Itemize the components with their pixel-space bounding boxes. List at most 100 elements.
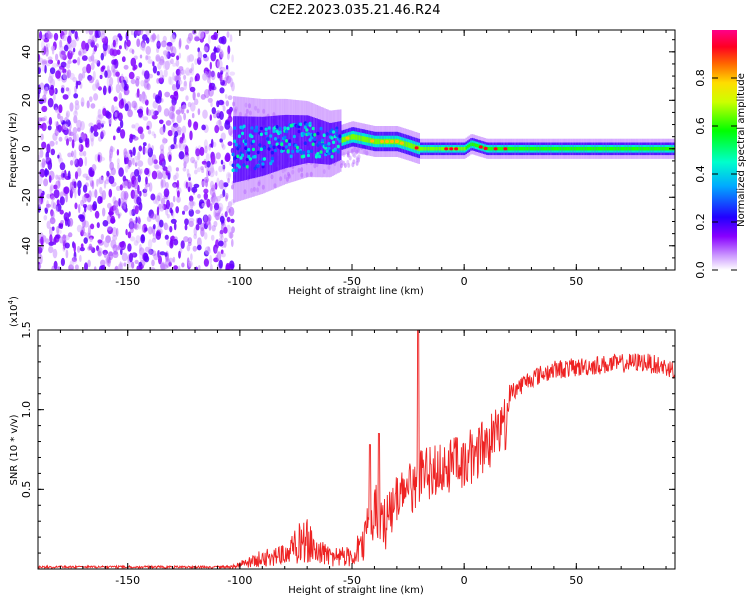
- heat-cell: [91, 52, 95, 63]
- heat-cell: [270, 159, 274, 163]
- heat-cell: [225, 262, 231, 270]
- heat-cell: [211, 225, 216, 232]
- heat-cell: [172, 72, 175, 81]
- heat-cell: [65, 63, 71, 69]
- heat-cell: [210, 34, 217, 40]
- heat-cell: [159, 69, 164, 79]
- heat-cell: [614, 147, 617, 151]
- heat-cell: [50, 195, 56, 201]
- heat-cell: [188, 195, 194, 202]
- heat-cell: [42, 60, 47, 66]
- heat-cell: [141, 224, 144, 233]
- heat-cell: [119, 184, 123, 191]
- heat-cell: [148, 182, 153, 192]
- heat-cell: [68, 217, 74, 227]
- heat-cell: [48, 175, 52, 183]
- heat-cell: [131, 252, 138, 258]
- heat-cell: [305, 122, 309, 127]
- heat-cell: [96, 222, 100, 229]
- heat-cell: [284, 129, 289, 134]
- heat-cell: [605, 147, 607, 151]
- heat-cell: [551, 147, 554, 151]
- heat-cell: [38, 251, 42, 259]
- heat-cell: [295, 115, 298, 166]
- heat-cell: [647, 147, 650, 151]
- heat-cell: [292, 134, 296, 139]
- heat-cell: [150, 193, 156, 201]
- heat-cell: [168, 109, 174, 120]
- heat-cell: [194, 98, 199, 106]
- heat-cell: [143, 80, 150, 90]
- heat-cell: [213, 220, 218, 228]
- heat-cell: [394, 139, 399, 144]
- heat-cell: [74, 158, 80, 168]
- heat-cell: [256, 116, 259, 178]
- heat-cell: [597, 147, 599, 151]
- heat-cell: [68, 136, 73, 142]
- heat-cell: [189, 76, 194, 83]
- heat-cell: [226, 31, 230, 38]
- heat-cell: [176, 55, 180, 61]
- heat-cell: [244, 146, 248, 150]
- heat-cell: [155, 56, 161, 62]
- heat-cell: [59, 209, 64, 215]
- heat-cell: [115, 208, 119, 216]
- heat-cell: [135, 92, 139, 98]
- heat-cell: [165, 225, 170, 231]
- heat-cell: [303, 115, 306, 164]
- heat-cell: [81, 71, 86, 79]
- heat-cell: [229, 230, 233, 240]
- heat-cell: [278, 115, 281, 171]
- heat-cell: [49, 234, 53, 243]
- heat-cell: [352, 134, 355, 140]
- heat-cell: [72, 155, 78, 165]
- heat-cell: [203, 232, 208, 240]
- heat-cell: [118, 92, 123, 101]
- heat-cell: [172, 122, 179, 128]
- heat-cell: [109, 153, 112, 162]
- heat-cell: [188, 209, 194, 217]
- heat-cell: [261, 116, 263, 177]
- heat-cell: [178, 79, 183, 85]
- heat-cell: [115, 38, 119, 45]
- heat-cell: [352, 159, 356, 165]
- heat-cell: [492, 147, 494, 151]
- heat-cell: [131, 261, 135, 269]
- heat-cell: [45, 238, 50, 245]
- heat-cell: [127, 159, 132, 168]
- heat-cell: [173, 222, 177, 231]
- heat-cell: [223, 226, 228, 234]
- heat-cell: [328, 149, 333, 153]
- heat-cell: [170, 52, 176, 58]
- heat-cell: [241, 153, 245, 158]
- heat-cell: [275, 125, 279, 129]
- heat-cell: [622, 147, 625, 151]
- heat-cell: [155, 231, 161, 240]
- heat-cell: [196, 92, 201, 98]
- heat-cell: [60, 87, 65, 94]
- heat-cell: [170, 94, 175, 99]
- heat-cell: [55, 203, 62, 212]
- heat-cell: [78, 50, 82, 56]
- y-tick-label: -20: [20, 188, 33, 206]
- heat-cell: [548, 147, 551, 151]
- heat-cell: [146, 125, 150, 130]
- heat-cell: [114, 265, 119, 270]
- heat-cell: [324, 143, 328, 148]
- heat-cell: [336, 149, 340, 154]
- heat-cell: [658, 147, 661, 151]
- heat-cell: [592, 147, 595, 151]
- heat-cell: [191, 113, 195, 119]
- heat-cell: [53, 103, 59, 111]
- heat-cell: [227, 52, 230, 60]
- heat-cell: [211, 107, 216, 115]
- heat-cell: [93, 45, 98, 52]
- heat-cell: [474, 143, 477, 147]
- snr-ticks: -150 -100 -50 0 50 0.5 1.0 1.5: [20, 321, 675, 587]
- heat-cell: [82, 173, 89, 178]
- heat-cell: [316, 118, 318, 164]
- heat-cell: [314, 155, 318, 159]
- heat-cell: [218, 240, 224, 247]
- heat-cell: [471, 142, 474, 146]
- heat-cell: [493, 147, 498, 151]
